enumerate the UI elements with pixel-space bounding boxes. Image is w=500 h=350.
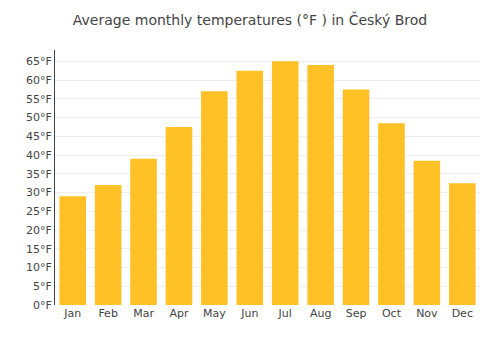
svg-text:Dec: Dec	[452, 307, 473, 320]
svg-text:15°F: 15°F	[26, 243, 52, 256]
svg-text:65°F: 65°F	[26, 55, 52, 68]
svg-text:Jul: Jul	[278, 307, 292, 320]
svg-text:Nov: Nov	[416, 307, 438, 320]
svg-text:50°F: 50°F	[26, 111, 52, 124]
svg-text:25°F: 25°F	[26, 205, 52, 218]
svg-text:Sep: Sep	[346, 307, 367, 320]
svg-text:10°F: 10°F	[26, 261, 52, 274]
svg-text:45°F: 45°F	[26, 130, 52, 143]
svg-text:40°F: 40°F	[26, 149, 52, 162]
svg-text:Feb: Feb	[98, 307, 117, 320]
svg-text:Oct: Oct	[382, 307, 402, 320]
svg-text:0°F: 0°F	[33, 299, 52, 312]
svg-text:5°F: 5°F	[33, 280, 52, 293]
svg-text:Jun: Jun	[240, 307, 258, 320]
svg-text:20°F: 20°F	[26, 224, 52, 237]
svg-text:Aug: Aug	[310, 307, 331, 320]
svg-text:55°F: 55°F	[26, 93, 52, 106]
svg-text:60°F: 60°F	[26, 74, 52, 87]
svg-text:May: May	[203, 307, 226, 320]
svg-text:Apr: Apr	[169, 307, 189, 320]
svg-text:35°F: 35°F	[26, 168, 52, 181]
svg-text:Average monthly temperatures (: Average monthly temperatures (°F ) in Če…	[73, 11, 427, 28]
svg-text:Jan: Jan	[63, 307, 81, 320]
svg-text:Mar: Mar	[133, 307, 154, 320]
svg-text:30°F: 30°F	[26, 186, 52, 199]
